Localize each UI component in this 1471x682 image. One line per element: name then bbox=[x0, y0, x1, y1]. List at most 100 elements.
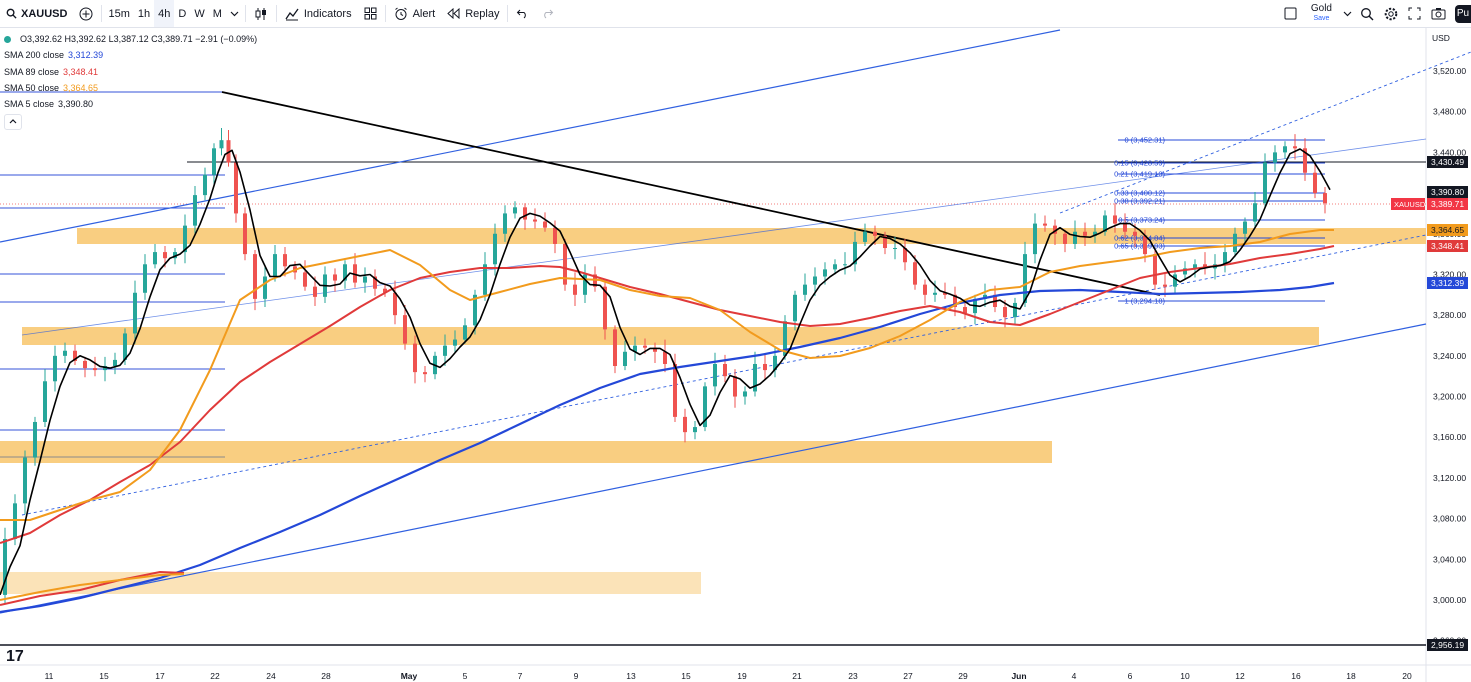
candle-body bbox=[1103, 215, 1107, 232]
undo-button[interactable] bbox=[510, 0, 535, 27]
sma5-row[interactable]: SMA 5 close 3,390.80 bbox=[4, 96, 257, 112]
time-tick: 24 bbox=[266, 671, 276, 681]
interval-w[interactable]: W bbox=[194, 7, 205, 20]
candle-body bbox=[203, 174, 207, 196]
time-tick: 10 bbox=[1180, 671, 1190, 681]
candle-body bbox=[153, 252, 157, 265]
interval-1h[interactable]: 1h bbox=[137, 7, 151, 20]
publish-button[interactable]: Pu bbox=[1451, 0, 1471, 27]
price-chart[interactable]: 0 (3,452.31) 0.15 (3,428.59) 0.21 (3,419.1… bbox=[0, 27, 1471, 682]
sma89-line-early bbox=[0, 571, 185, 606]
candle-body bbox=[73, 350, 77, 361]
templates-button[interactable] bbox=[358, 0, 383, 27]
collapse-legend-button[interactable] bbox=[4, 114, 22, 130]
candle-body bbox=[603, 286, 607, 330]
sma89-row[interactable]: SMA 89 close 3,348.41 bbox=[4, 64, 257, 80]
time-tick: 9 bbox=[574, 671, 579, 681]
price-tick: 3,440.00 bbox=[1433, 147, 1466, 157]
price-tick: 3,480.00 bbox=[1433, 107, 1466, 117]
moving-averages bbox=[0, 148, 1335, 614]
interval-15m[interactable]: 15m bbox=[108, 7, 130, 20]
price-tag-sma200: 3,312.39 bbox=[1431, 278, 1464, 288]
candle-body bbox=[333, 274, 337, 281]
candle-body bbox=[63, 350, 67, 356]
layout-menu-button[interactable] bbox=[1340, 0, 1355, 27]
candle-body bbox=[503, 213, 507, 234]
candle-body bbox=[783, 321, 787, 356]
time-tick: 4 bbox=[1072, 671, 1077, 681]
candle-body bbox=[633, 345, 637, 352]
candle-body bbox=[93, 368, 97, 371]
sma5-value: 3,390.80 bbox=[58, 99, 94, 110]
quick-search-button[interactable] bbox=[1355, 0, 1379, 27]
redo-button[interactable] bbox=[535, 0, 560, 27]
fib-label: 1 (3,294.18) bbox=[1125, 297, 1166, 306]
price-tick: 3,000.00 bbox=[1433, 595, 1466, 605]
candle-body bbox=[253, 254, 257, 299]
publish-label: Pu bbox=[1455, 4, 1471, 23]
time-tick: 28 bbox=[321, 671, 331, 681]
price-tick: 3,200.00 bbox=[1433, 392, 1466, 402]
currency-label[interactable]: USD bbox=[1432, 33, 1450, 43]
candle-body bbox=[43, 381, 47, 422]
interval-4h[interactable]: 4h bbox=[154, 0, 175, 27]
price-tick: 3,280.00 bbox=[1433, 310, 1466, 320]
fib-label: 0.5 (3,373.24) bbox=[1118, 216, 1165, 225]
divider bbox=[507, 5, 509, 22]
sma50-row[interactable]: SMA 50 close 3,364.65 bbox=[4, 80, 257, 96]
chart-legend: O3,392.62 H3,392.62 L3,387.12 C3,389.71 … bbox=[4, 31, 257, 112]
candle-body bbox=[683, 416, 687, 433]
candle-body bbox=[513, 207, 517, 214]
candle-body bbox=[583, 274, 587, 295]
replay-button[interactable]: Replay bbox=[441, 0, 505, 27]
interval-d[interactable]: D bbox=[178, 7, 187, 20]
settings-button[interactable] bbox=[1379, 0, 1403, 27]
candle-body bbox=[1053, 225, 1057, 234]
time-tick: 5 bbox=[463, 671, 468, 681]
interval-menu-button[interactable] bbox=[226, 0, 243, 27]
time-tick: 20 bbox=[1402, 671, 1412, 681]
price-tag-sma50: 3,364.65 bbox=[1431, 225, 1464, 235]
candle-body bbox=[212, 148, 216, 175]
candle-body bbox=[543, 221, 547, 228]
time-tick: Jun bbox=[1011, 671, 1026, 681]
time-tick: 19 bbox=[737, 671, 747, 681]
sma5-label: SMA 5 close bbox=[4, 99, 55, 110]
interval-m[interactable]: M bbox=[212, 7, 222, 20]
fullscreen-button[interactable] bbox=[1403, 0, 1426, 27]
fib-label: 0.65 (3,349.93) bbox=[1114, 242, 1165, 251]
candle-body bbox=[1093, 231, 1097, 236]
fullscreen-toggle[interactable] bbox=[1278, 0, 1303, 27]
gear-icon bbox=[1384, 7, 1398, 20]
candle-body bbox=[1063, 233, 1067, 244]
compare-button[interactable] bbox=[73, 0, 99, 27]
candle-body bbox=[883, 235, 887, 249]
candle-body bbox=[443, 345, 447, 356]
alert-button[interactable]: Alert bbox=[388, 0, 442, 27]
ohlc-row[interactable]: O3,392.62 H3,392.62 L3,387.12 C3,389.71 … bbox=[4, 31, 257, 47]
zoom-search-icon bbox=[1361, 7, 1374, 20]
ohlc-values: O3,392.62 H3,392.62 L3,387.12 C3,389.71 … bbox=[20, 34, 258, 44]
chart-type-button[interactable] bbox=[248, 0, 274, 27]
candle-body bbox=[1183, 268, 1187, 275]
candle-body bbox=[1043, 223, 1047, 226]
fib-label: 0.21 (3,419.10) bbox=[1114, 170, 1165, 179]
tradingview-watermark: 17 bbox=[6, 648, 24, 665]
sma200-label: SMA 200 close bbox=[4, 50, 65, 61]
candle-body bbox=[219, 140, 224, 149]
price-axis: USD3,520.003,480.003,440.003,400.003,360… bbox=[1432, 33, 1466, 646]
snapshot-button[interactable] bbox=[1426, 0, 1451, 27]
price-tag-bg bbox=[1427, 240, 1468, 252]
sma200-row[interactable]: SMA 200 close 3,312.39 bbox=[4, 47, 257, 63]
fib-label: 0.38 (3,392.21) bbox=[1114, 197, 1165, 206]
price-tag-bg bbox=[1427, 198, 1468, 210]
symbol-search[interactable]: XAUUSD bbox=[0, 0, 73, 27]
divider bbox=[384, 5, 386, 22]
price-tags: 3,430.49 3,390.80 3,389.71 3,364.65 3,348.41… bbox=[1391, 156, 1468, 651]
candle-body bbox=[263, 276, 267, 299]
candle-body bbox=[163, 252, 167, 259]
candle-body bbox=[623, 351, 627, 367]
indicators-button[interactable]: Indicators bbox=[279, 0, 358, 27]
layout-name-button[interactable]: Gold Save bbox=[1303, 0, 1340, 27]
candle-body bbox=[453, 339, 457, 346]
